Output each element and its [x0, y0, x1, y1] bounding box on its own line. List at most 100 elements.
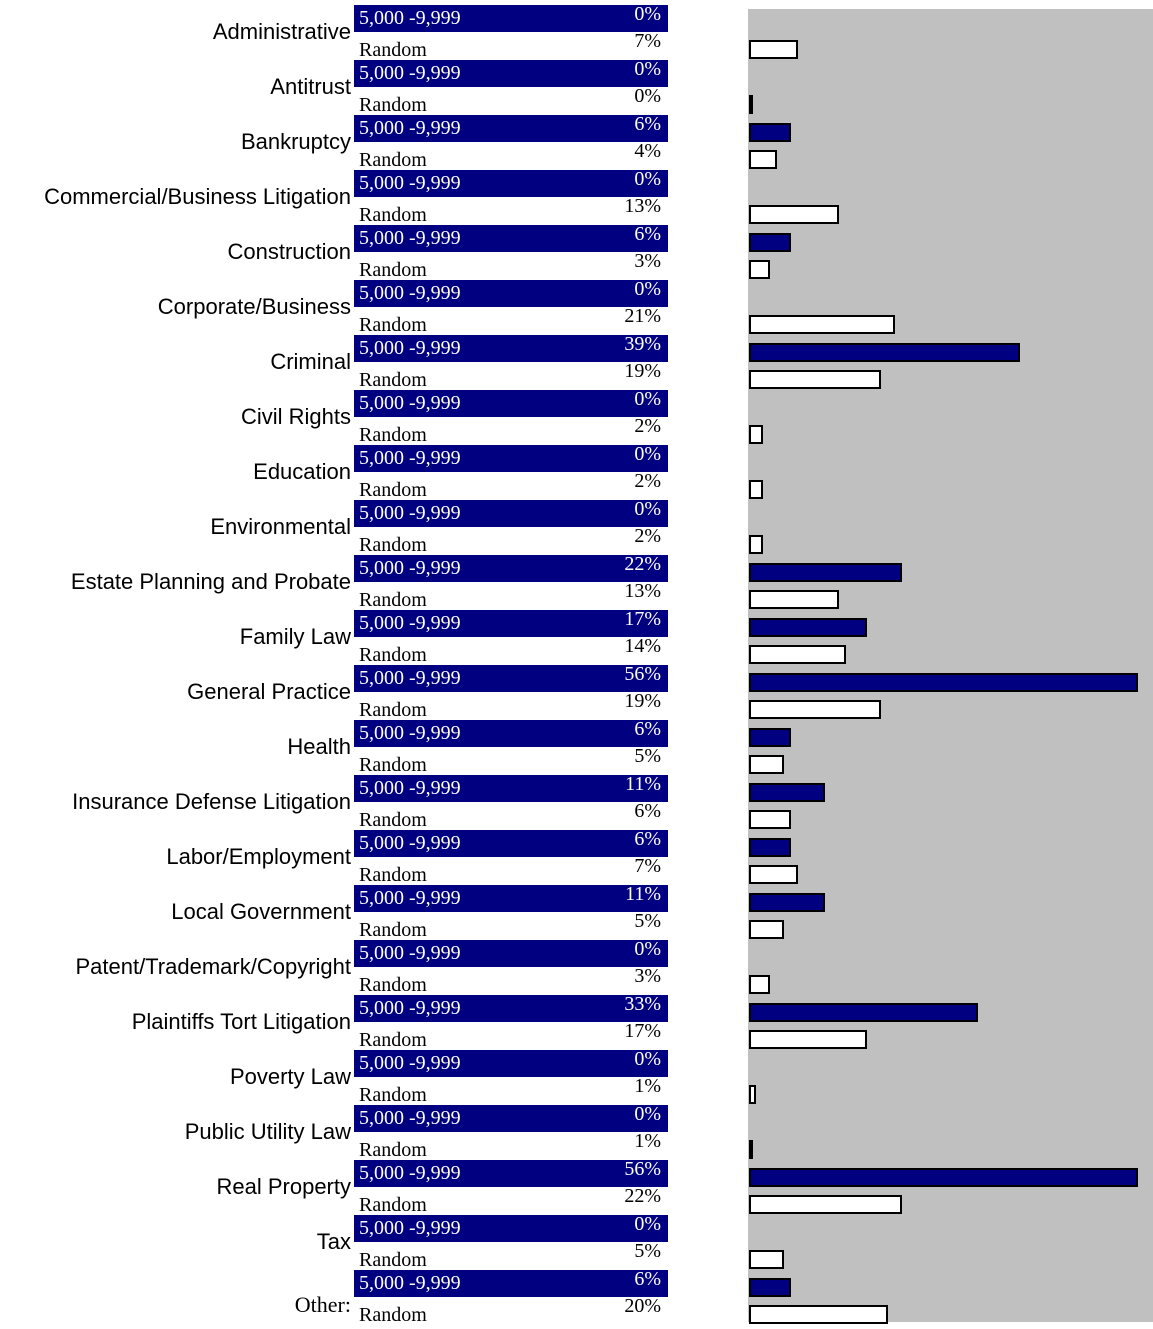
series-row: Random 2% [354, 470, 668, 501]
series-row: Random 1% [354, 1075, 668, 1106]
series-row: 5,000 -9,999 6% [354, 223, 668, 252]
series-name-label: 5,000 -9,999 [359, 1107, 461, 1129]
series-row: 5,000 -9,999 33% [354, 993, 668, 1022]
series-name-label: 5,000 -9,999 [359, 997, 461, 1019]
series-row: Random 21% [354, 305, 668, 336]
series-name-label: 5,000 -9,999 [359, 502, 461, 524]
series-name-label: 5,000 -9,999 [359, 117, 461, 139]
bar [749, 1168, 1138, 1187]
data-label: 7% [634, 855, 661, 877]
bar [749, 645, 846, 664]
data-label: 0% [634, 1213, 661, 1235]
bar [749, 783, 825, 802]
series-row: Random 6% [354, 800, 668, 831]
category-label: Health [287, 734, 351, 759]
category-label: Criminal [270, 349, 351, 374]
series-name-label: 5,000 -9,999 [359, 62, 461, 84]
series-name-label: Random [359, 1084, 427, 1106]
series-name-label: Random [359, 974, 427, 996]
category-label: Antitrust [270, 74, 351, 99]
series-row: Random 22% [354, 1185, 668, 1216]
series-row: 5,000 -9,999 11% [354, 773, 668, 802]
series-row: 5,000 -9,999 0% [354, 498, 668, 527]
data-label: 7% [634, 30, 661, 52]
series-row: Random 3% [354, 250, 668, 281]
bar [749, 1305, 888, 1324]
series-name-label: Random [359, 39, 427, 61]
series-row: Random 7% [354, 855, 668, 886]
series-row: 5,000 -9,999 39% [354, 333, 668, 362]
data-label: 0% [634, 938, 661, 960]
bar [749, 233, 791, 252]
series-name-label: Random [359, 259, 427, 281]
category-label: Environmental [210, 514, 351, 539]
data-label: 19% [624, 360, 661, 382]
bar [749, 700, 881, 719]
series-name-label: 5,000 -9,999 [359, 942, 461, 964]
bar [749, 315, 895, 334]
data-label: 13% [624, 580, 661, 602]
series-name-label: Random [359, 479, 427, 501]
series-row: 5,000 -9,999 56% [354, 1158, 668, 1187]
series-name-label: Random [359, 1139, 427, 1161]
category-label: Other: [294, 1292, 351, 1317]
series-row: 5,000 -9,999 6% [354, 1268, 668, 1297]
series-name-label: 5,000 -9,999 [359, 337, 461, 359]
series-name-label: 5,000 -9,999 [359, 1217, 461, 1239]
series-row: Random 3% [354, 965, 668, 996]
series-row: Random 0% [354, 85, 668, 116]
series-name-label: Random [359, 1249, 427, 1271]
bar [749, 205, 839, 224]
data-label: 21% [624, 305, 661, 327]
category-label: Patent/Trademark/Copyright [75, 954, 351, 979]
data-label: 0% [634, 1103, 661, 1125]
series-name-label: 5,000 -9,999 [359, 7, 461, 29]
series-name-label: 5,000 -9,999 [359, 832, 461, 854]
data-label: 20% [624, 1295, 661, 1317]
data-label: 2% [634, 525, 661, 547]
bar [749, 95, 753, 114]
bar [749, 865, 798, 884]
bar [749, 920, 784, 939]
series-row: Random 13% [354, 195, 668, 226]
series-row: 5,000 -9,999 0% [354, 388, 668, 417]
series-row: 5,000 -9,999 6% [354, 718, 668, 747]
bar [749, 260, 770, 279]
data-label: 33% [624, 993, 661, 1015]
series-name-label: Random [359, 1304, 427, 1326]
series-row: 5,000 -9,999 22% [354, 553, 668, 582]
data-label: 6% [634, 1268, 661, 1290]
data-label: 11% [625, 883, 661, 905]
series-name-label: Random [359, 1194, 427, 1216]
series-name-label: 5,000 -9,999 [359, 667, 461, 689]
series-row: Random 2% [354, 525, 668, 556]
series-row: 5,000 -9,999 56% [354, 663, 668, 692]
bar [749, 480, 763, 499]
series-row: Random 1% [354, 1130, 668, 1161]
bar [749, 590, 839, 609]
data-label: 6% [634, 223, 661, 245]
bar [749, 838, 791, 857]
series-name-label: 5,000 -9,999 [359, 612, 461, 634]
data-label: 17% [624, 1020, 661, 1042]
data-label: 0% [634, 1048, 661, 1070]
category-label: Public Utility Law [184, 1119, 351, 1144]
category-label: Family Law [239, 624, 351, 649]
data-label: 1% [634, 1075, 661, 1097]
data-label: 4% [634, 140, 661, 162]
bar [749, 810, 791, 829]
data-label: 0% [634, 443, 661, 465]
series-row: Random 14% [354, 635, 668, 666]
series-row: 5,000 -9,999 0% [354, 3, 668, 32]
series-row: Random 13% [354, 580, 668, 611]
series-row: 5,000 -9,999 0% [354, 1103, 668, 1132]
bar [749, 1140, 753, 1159]
category-label: Corporate/Business [157, 294, 351, 319]
series-name-label: Random [359, 94, 427, 116]
data-label: 6% [634, 800, 661, 822]
category-label: Local Government [171, 899, 351, 924]
series-row: Random 4% [354, 140, 668, 171]
category-label: Estate Planning and Probate [70, 569, 351, 594]
series-row: 5,000 -9,999 6% [354, 828, 668, 857]
data-label: 2% [634, 470, 661, 492]
